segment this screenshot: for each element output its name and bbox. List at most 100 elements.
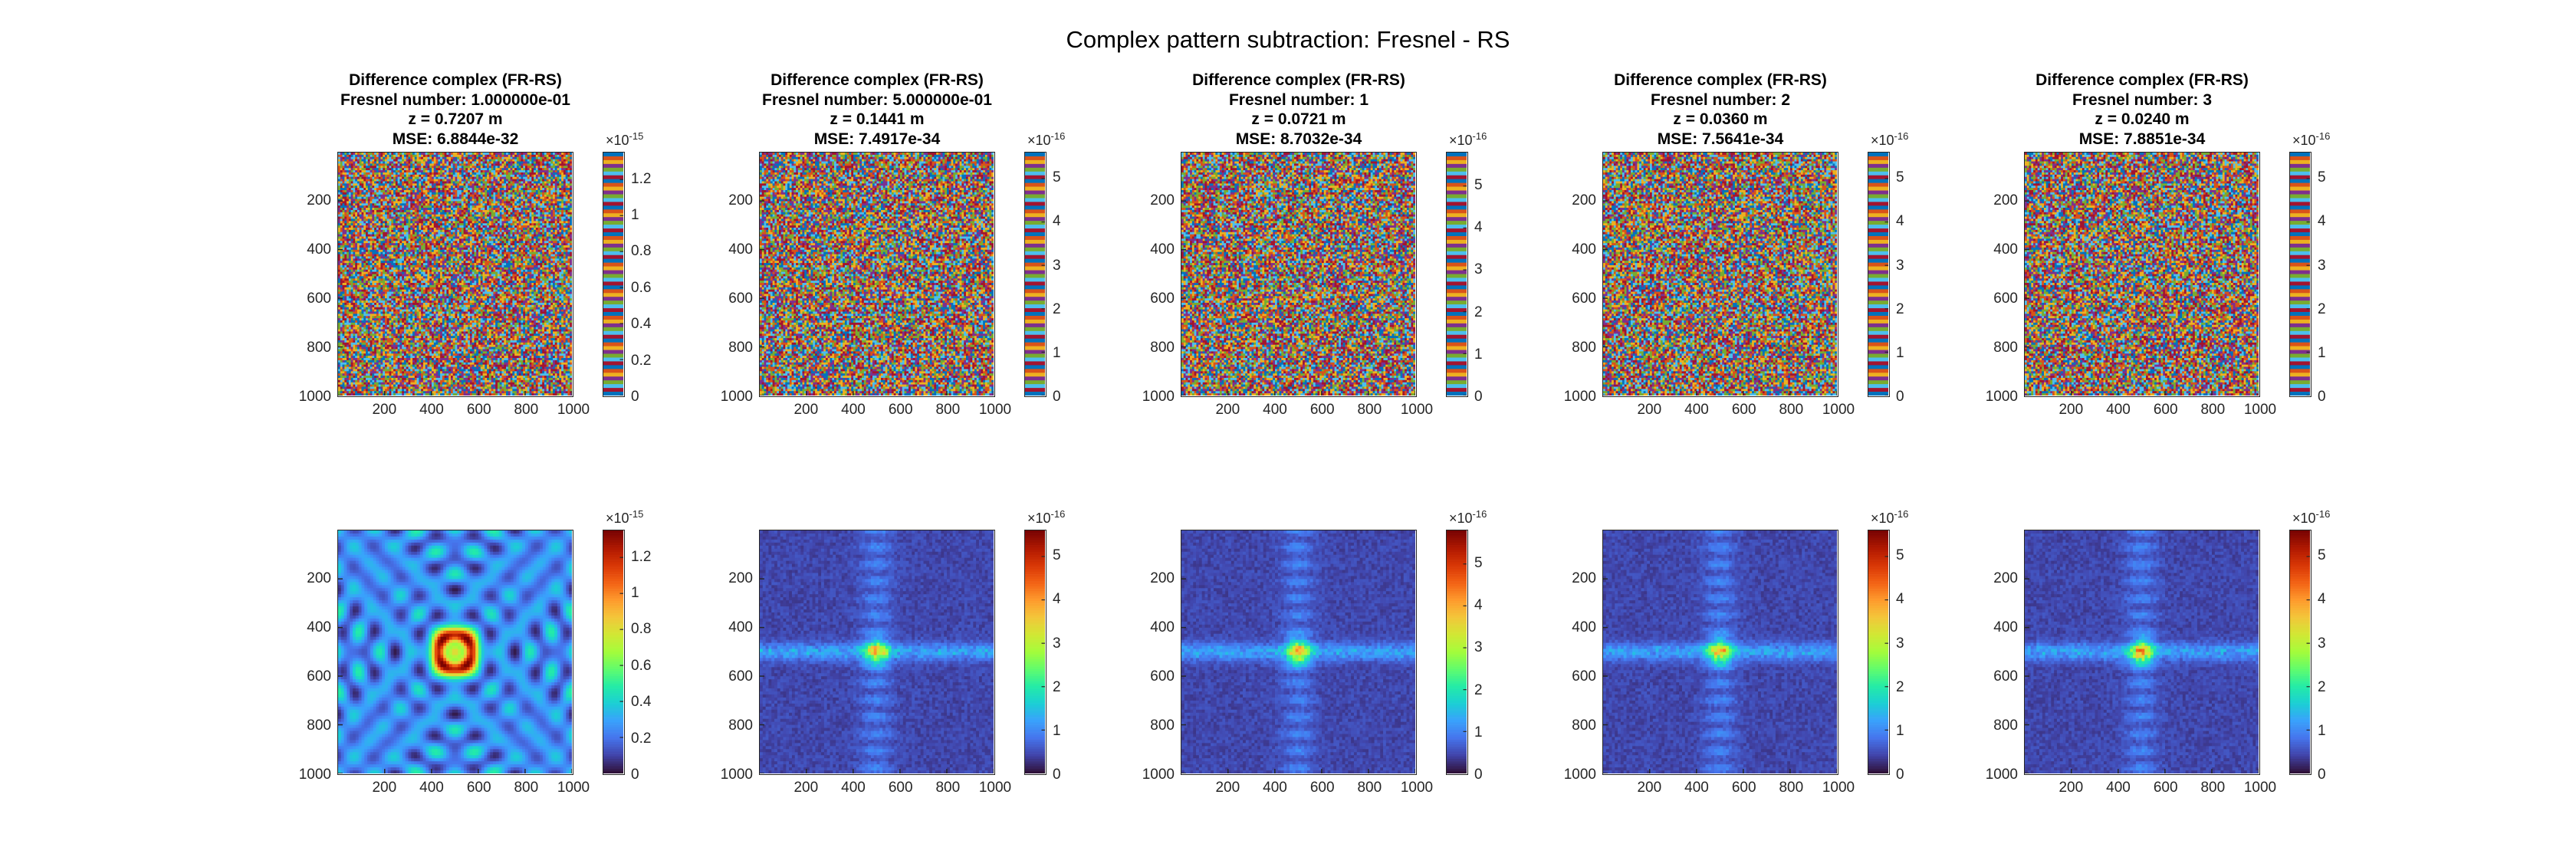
x-tick-label: 200	[2048, 402, 2094, 419]
y-tick-label: 600	[284, 668, 331, 685]
image-axes[interactable]	[759, 152, 995, 397]
subplot-title-line: MSE: 7.4917e-34	[713, 130, 1041, 149]
y-tick-label: 800	[1549, 340, 1596, 356]
x-tick-label: 1000	[1815, 780, 1861, 796]
colorbar-gradient	[1447, 530, 1467, 773]
colorbar[interactable]	[2289, 152, 2312, 397]
y-tick-label: 1000	[1549, 767, 1596, 783]
colorbar[interactable]	[2289, 530, 2312, 775]
colorbar-tick-label: 1	[1474, 724, 1483, 741]
heatmap-image	[338, 530, 572, 773]
subplot-title-line: z = 0.1441 m	[713, 110, 1041, 130]
x-tick-label: 400	[1674, 780, 1720, 796]
colorbar[interactable]	[1024, 530, 1046, 775]
colorbar[interactable]	[1446, 152, 1468, 397]
colorbar-tick-label: 0	[1053, 767, 1061, 783]
y-tick-label: 400	[1549, 619, 1596, 636]
subplot-title-line: z = 0.0360 m	[1556, 110, 1884, 130]
colorbar-tick-label: 4	[1474, 597, 1483, 614]
subplot-title: Difference complex (FR-RS) Fresnel number…	[291, 71, 619, 149]
y-tick-label: 400	[1127, 619, 1175, 636]
subplot-title-line: z = 0.7207 m	[291, 110, 619, 130]
colorbar-tick-label: 3	[1053, 258, 1061, 274]
colorbar-tick-label: 1	[631, 207, 639, 224]
image-axes[interactable]	[337, 152, 573, 397]
colorbar-tick-label: 2	[1896, 301, 1904, 318]
colorbar[interactable]	[1446, 530, 1468, 775]
colorbar-exponent: ×10-15	[606, 508, 643, 527]
colorbar-tick-label: 2	[2318, 301, 2326, 318]
colorbar[interactable]	[603, 530, 625, 775]
colorbar-tick-label: 0.8	[631, 243, 651, 260]
exponent-power: -16	[1894, 508, 1909, 520]
colorbar-tick-label: 2	[1896, 679, 1904, 696]
colorbar-tick-label: 0	[1474, 767, 1483, 783]
colorbar-gradient	[603, 530, 623, 773]
x-tick-label: 600	[1300, 402, 1346, 419]
colorbar-exponent: ×10-16	[2292, 130, 2330, 149]
image-axes[interactable]	[2024, 152, 2260, 397]
colorbar-tick-label: 0	[2318, 767, 2326, 783]
subplot-title-line: Difference complex (FR-RS)	[1135, 71, 1463, 90]
subplot-title-line: Difference complex (FR-RS)	[713, 71, 1041, 90]
x-tick-label: 1000	[972, 780, 1018, 796]
colorbar-gradient	[2290, 153, 2310, 396]
subplot-title-line: Fresnel number: 3	[1978, 90, 2306, 110]
y-tick-label: 600	[1549, 291, 1596, 307]
colorbar-exponent: ×10-16	[1871, 508, 1908, 527]
image-axes[interactable]	[759, 530, 995, 775]
y-tick-label: 800	[705, 340, 753, 356]
colorbar-tick-label: 0.4	[631, 694, 651, 711]
x-tick-label: 400	[1674, 402, 1720, 419]
colorbar-tick-label: 3	[1896, 258, 1904, 274]
colorbar-tick-label: 5	[1474, 555, 1483, 572]
x-tick-label: 400	[409, 402, 455, 419]
colorbar[interactable]	[1868, 152, 1890, 397]
image-axes[interactable]	[1181, 152, 1417, 397]
y-tick-label: 400	[1549, 241, 1596, 258]
y-tick-label: 1000	[284, 389, 331, 406]
colorbar-gradient	[1025, 153, 1045, 396]
colorbar-tick-label: 1	[2318, 345, 2326, 362]
x-tick-label: 800	[925, 780, 971, 796]
x-tick-label: 1000	[550, 402, 596, 419]
colorbar-tick-label: 4	[2318, 591, 2326, 608]
colorbar-tick-label: 1	[1896, 723, 1904, 740]
colorbar[interactable]	[1024, 152, 1046, 397]
subplot-title: Difference complex (FR-RS) Fresnel number…	[1556, 71, 1884, 149]
exponent-base: ×10	[2292, 511, 2316, 526]
exponent-base: ×10	[1449, 133, 1473, 148]
subplot-title: Difference complex (FR-RS) Fresnel number…	[1135, 71, 1463, 149]
x-tick-label: 200	[361, 402, 407, 419]
colorbar-tick-label: 5	[2318, 547, 2326, 564]
y-tick-label: 200	[1127, 192, 1175, 209]
subplot-title: Difference complex (FR-RS) Fresnel number…	[713, 71, 1041, 149]
x-tick-label: 1000	[2237, 402, 2283, 419]
colorbar-tick-label: 5	[1474, 177, 1483, 194]
image-axes[interactable]	[2024, 530, 2260, 775]
x-tick-label: 400	[830, 402, 876, 419]
image-axes[interactable]	[337, 530, 573, 775]
x-tick-label: 200	[361, 780, 407, 796]
colorbar-tick-label: 0	[631, 767, 639, 783]
exponent-base: ×10	[2292, 133, 2316, 148]
subplot-title-line: z = 0.0721 m	[1135, 110, 1463, 130]
colorbar-exponent: ×10-15	[606, 130, 643, 149]
y-tick-label: 200	[705, 570, 753, 587]
image-axes[interactable]	[1602, 152, 1838, 397]
colorbar-tick-label: 3	[1896, 635, 1904, 652]
y-tick-label: 200	[1970, 570, 2018, 587]
colorbar-gradient	[2290, 530, 2310, 773]
image-axes[interactable]	[1181, 530, 1417, 775]
exponent-base: ×10	[1027, 511, 1051, 526]
y-tick-label: 400	[1970, 241, 2018, 258]
colorbar[interactable]	[1868, 530, 1890, 775]
heatmap-image	[1181, 530, 1415, 773]
colorbar[interactable]	[603, 152, 625, 397]
colorbar-tick-label: 0.4	[631, 316, 651, 333]
y-tick-label: 600	[284, 291, 331, 307]
x-tick-label: 400	[2095, 402, 2141, 419]
y-tick-label: 600	[1127, 668, 1175, 685]
image-axes[interactable]	[1602, 530, 1838, 775]
subplot-title-line: MSE: 7.5641e-34	[1556, 130, 1884, 149]
